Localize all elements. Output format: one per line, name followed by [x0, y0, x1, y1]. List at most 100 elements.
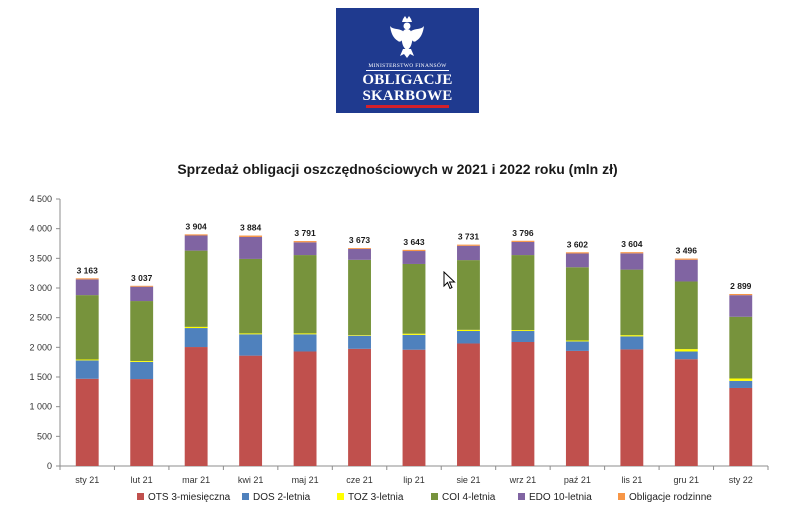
- bar-segment-obligacje: [348, 248, 371, 249]
- chart-legend: OTS 3-miesięczna DOS 2-letnia TOZ 3-letnia…: [137, 492, 712, 503]
- bar-segment-toz: [75, 359, 99, 361]
- bar-segment-toz: [729, 378, 753, 381]
- chart-bars: [75, 234, 753, 466]
- legend-label: EDO 10-letnia: [529, 492, 592, 503]
- total-label: 3 673: [349, 235, 371, 245]
- legend-label: TOZ 3-letnia: [348, 492, 404, 503]
- legend-swatch: [337, 493, 344, 500]
- chart-labels: 3 163 sty 21 3 037 lut 21 3 904 mar 21 3 884 kw…: [75, 221, 753, 485]
- total-label: 3 643: [403, 237, 425, 247]
- total-label: 3 796: [512, 228, 534, 238]
- x-tick-label: lip 21: [403, 475, 425, 485]
- y-tick-label: 500: [37, 431, 52, 441]
- bar-segment-obligacje: [457, 244, 480, 246]
- legend-swatch: [137, 493, 144, 500]
- x-tick-label: lut 21: [131, 475, 153, 485]
- bar-segment-edo: [620, 253, 644, 270]
- bar-segment-edo: [184, 235, 208, 251]
- bar-segment-obligacje: [75, 278, 99, 280]
- bar-segment-ots: [75, 378, 99, 466]
- total-label: 2 899: [730, 281, 752, 291]
- x-tick-label: cze 21: [346, 475, 373, 485]
- total-label: 3 731: [458, 232, 480, 242]
- obligacje-skarbowe-logo: MINISTERSTWO FINANSÓW OBLIGACJE SKARBOWE: [336, 8, 479, 113]
- bar-segment-toz: [239, 333, 263, 335]
- x-tick-label: gru 21: [674, 475, 700, 485]
- logo-ministry-text: MINISTERSTWO FINANSÓW: [368, 63, 447, 69]
- total-label: 3 791: [294, 228, 316, 238]
- y-tick-label: 4 000: [29, 224, 52, 234]
- bar-segment-coi: [184, 250, 208, 327]
- bar-segment-coi: [565, 267, 589, 341]
- bar-segment-coi: [674, 281, 698, 350]
- bar-segment-dos: [184, 328, 208, 348]
- legend-label: DOS 2-letnia: [253, 492, 311, 503]
- bar-segment-dos: [457, 331, 480, 344]
- total-label: 3 904: [186, 221, 208, 231]
- bar-segment-edo: [239, 236, 263, 259]
- legend-label: COI 4-letnia: [442, 492, 496, 503]
- bar-segment-toz: [293, 333, 317, 335]
- bar-segment-coi: [620, 269, 644, 336]
- x-tick-label: paź 21: [564, 475, 591, 485]
- bar-segment-coi: [239, 258, 263, 334]
- x-tick-label: mar 21: [182, 475, 210, 485]
- bar-segment-ots: [348, 348, 371, 466]
- bar-segment-obligacje: [130, 285, 154, 287]
- bar-segment-toz: [184, 326, 208, 329]
- bar-segment-edo: [511, 241, 535, 256]
- logo-title-line-1: OBLIGACJE: [362, 72, 453, 88]
- total-label: 3 602: [567, 239, 589, 249]
- bar-segment-toz: [565, 340, 589, 342]
- bar-segment-edo: [348, 248, 371, 260]
- bar-segment-ots: [729, 387, 753, 466]
- total-label: 3 496: [676, 246, 698, 256]
- white-eagle-icon: [390, 16, 424, 58]
- total-label: 3 037: [131, 273, 153, 283]
- bar-segment-obligacje: [620, 252, 644, 254]
- bar-segment-dos: [402, 334, 426, 350]
- legend-swatch: [618, 493, 625, 500]
- bar-segment-ots: [239, 355, 263, 466]
- bar-segment-dos: [130, 361, 154, 380]
- bar-segment-dos: [620, 336, 644, 350]
- bar-segment-ots: [620, 349, 644, 466]
- x-tick-label: sty 21: [75, 475, 99, 485]
- legend-swatch: [518, 493, 525, 500]
- bar-segment-dos: [239, 334, 263, 356]
- x-tick-label: wrz 21: [509, 475, 537, 485]
- legend-label: OTS 3-miesięczna: [148, 492, 231, 503]
- bar-segment-ots: [402, 349, 426, 466]
- bar-segment-ots: [674, 359, 698, 466]
- bar-segment-ots: [511, 341, 535, 466]
- y-tick-label: 0: [47, 461, 52, 471]
- bar-segment-ots: [293, 351, 317, 466]
- logo-title-line-2: SKARBOWE: [362, 88, 453, 104]
- x-tick-label: maj 21: [292, 475, 319, 485]
- chart-title: Sprzedaż obligacji oszczędnościowych w 2…: [177, 161, 618, 177]
- chart-axes: 0 500 1 000 1 500 2 000 2 500 3 000 3 500 4 000 4…: [29, 194, 769, 471]
- y-tick-label: 2 500: [29, 313, 52, 323]
- total-label: 3 163: [77, 265, 99, 275]
- bar-segment-obligacje: [293, 241, 317, 243]
- bar-segment-dos: [565, 341, 589, 351]
- bar-segment-edo: [75, 279, 99, 296]
- bar-segment-obligacje: [511, 240, 535, 242]
- bar-segment-coi: [75, 295, 99, 360]
- bar-segment-edo: [457, 245, 480, 261]
- bar-segment-edo: [674, 259, 698, 282]
- x-tick-label: sty 22: [729, 475, 753, 485]
- bar-segment-coi: [348, 259, 371, 336]
- bar-segment-dos: [348, 335, 371, 349]
- bar-segment-ots: [565, 350, 589, 466]
- bar-segment-ots: [130, 379, 154, 466]
- bar-segment-edo: [565, 253, 589, 268]
- bar-segment-dos: [293, 334, 317, 352]
- bar-segment-toz: [674, 349, 698, 352]
- y-tick-label: 3 500: [29, 253, 52, 263]
- bar-segment-toz: [348, 335, 371, 336]
- bar-segment-edo: [130, 286, 154, 302]
- mouse-pointer-icon: [443, 271, 456, 290]
- bar-segment-toz: [457, 329, 480, 332]
